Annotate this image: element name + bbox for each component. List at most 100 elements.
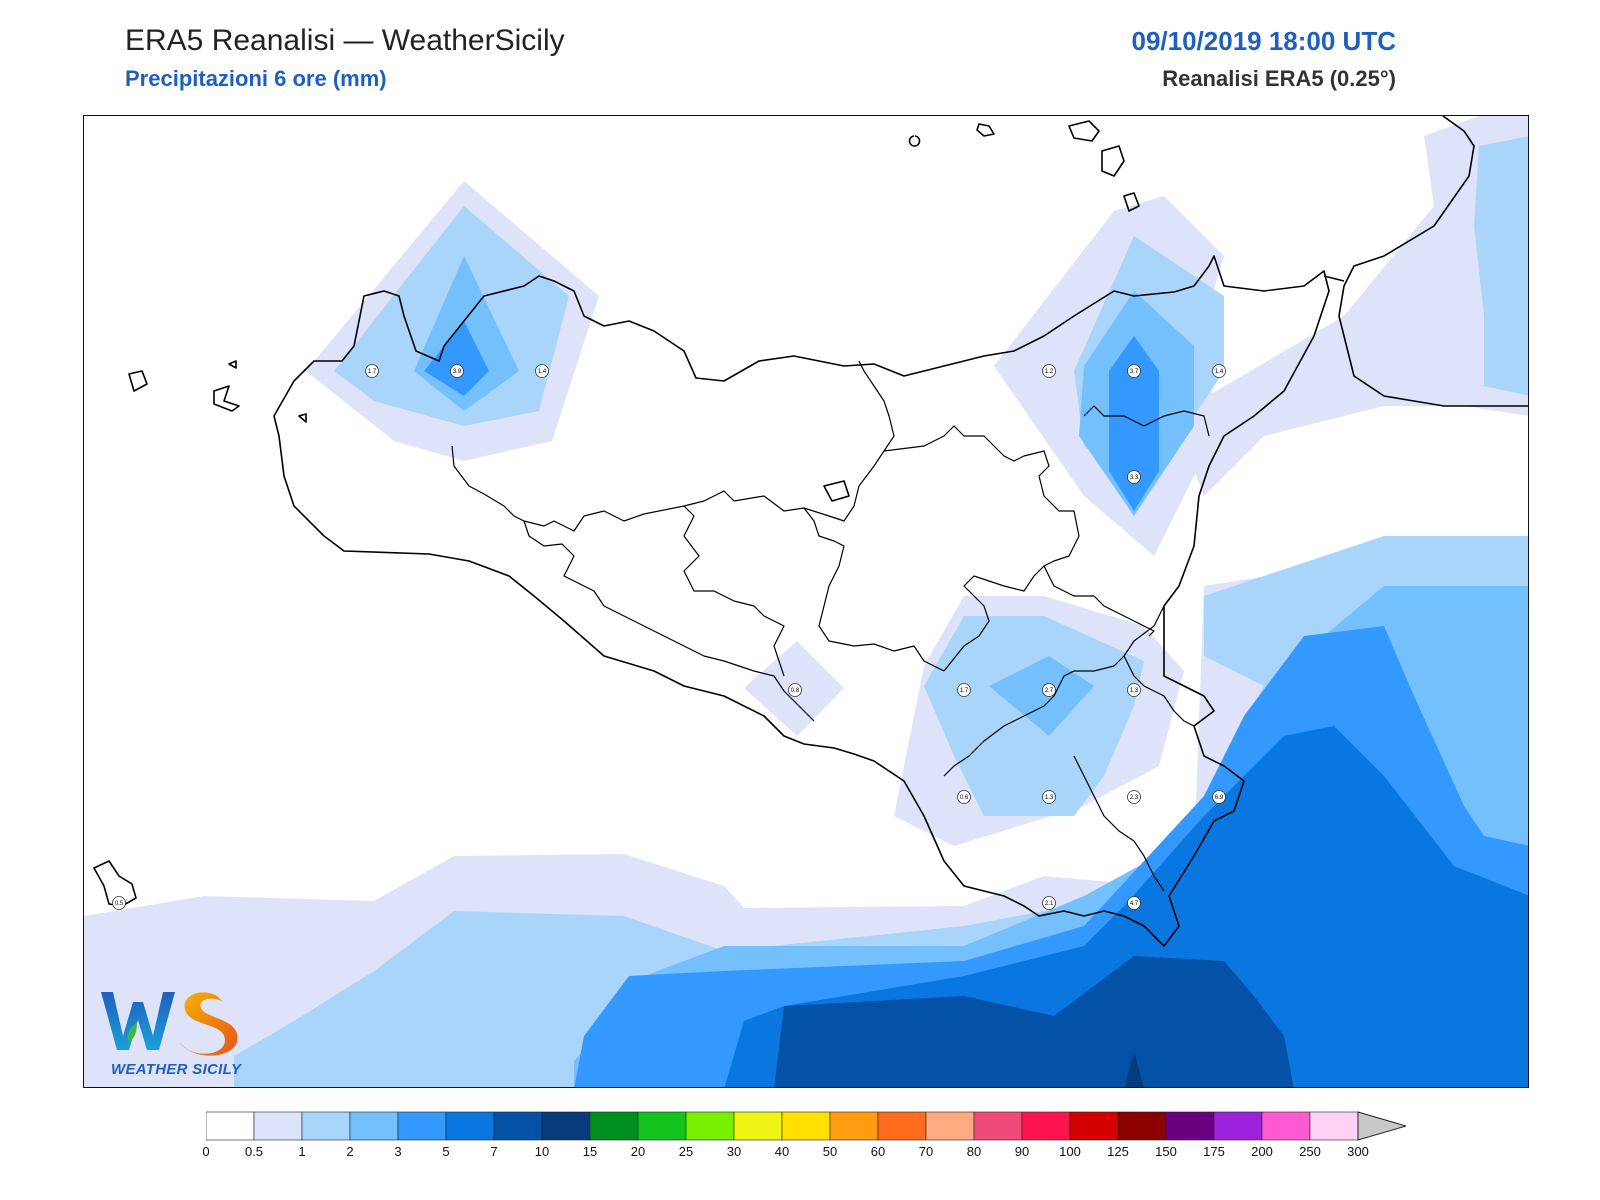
precip-7-10-south bbox=[774, 956, 1294, 1087]
colorbar-tick-label: 30 bbox=[726, 1144, 742, 1159]
map-canvas: 1.7 3.9 1.4 1.2 3.7 1.4 3.3 0.8 1.7 2.7 … bbox=[84, 116, 1528, 1087]
station-marker: 4.7 bbox=[1127, 896, 1141, 910]
station-marker: 1.7 bbox=[957, 683, 971, 697]
colorbar-cell bbox=[829, 1111, 879, 1141]
lipari-islands bbox=[908, 120, 1140, 212]
colorbar-cell bbox=[206, 1111, 255, 1141]
station-marker: 6.9 bbox=[1212, 790, 1226, 804]
precip-1-2-northeast bbox=[1474, 136, 1528, 396]
colorbar-tick-label: 25 bbox=[678, 1144, 694, 1159]
map-title: ERA5 Reanalisi — WeatherSicily bbox=[125, 24, 565, 57]
valid-datetime: 09/10/2019 18:00 UTC bbox=[1131, 26, 1396, 56]
colorbar-tick-label: 250 bbox=[1299, 1144, 1321, 1159]
colorbar-tick-label: 20 bbox=[630, 1144, 646, 1159]
colorbar-cell bbox=[397, 1111, 447, 1141]
colorbar-cell bbox=[493, 1111, 543, 1141]
station-markers: 1.7 3.9 1.4 1.2 3.7 1.4 3.3 0.8 1.7 2.7 … bbox=[112, 364, 1226, 910]
station-value: 1.4 bbox=[538, 369, 547, 375]
colorbar-cell bbox=[877, 1111, 927, 1141]
colorbar-cell bbox=[637, 1111, 687, 1141]
colorbar-extend-arrow bbox=[1357, 1111, 1406, 1141]
egadi-islands bbox=[128, 360, 240, 412]
calabria-inner bbox=[1323, 275, 1345, 282]
colorbar-cell bbox=[253, 1111, 303, 1141]
station-value: 3.3 bbox=[1130, 475, 1139, 481]
station-value: 3.9 bbox=[453, 369, 462, 375]
colorbar-tick-label: 2 bbox=[346, 1144, 354, 1159]
station-value: 1.4 bbox=[1215, 369, 1224, 375]
colorbar-cell bbox=[733, 1111, 783, 1141]
precip-5-7-south bbox=[724, 726, 1528, 1087]
station-value: 6.9 bbox=[1215, 795, 1224, 801]
colorbar-tick-label: 50 bbox=[822, 1144, 838, 1159]
calabria-coastline bbox=[1338, 116, 1528, 407]
colorbar-tick-label: 300 bbox=[1347, 1144, 1369, 1159]
station-marker: 1.3 bbox=[1127, 683, 1141, 697]
sicily-coastline bbox=[273, 255, 1330, 947]
colorbar-tick-label: 125 bbox=[1107, 1144, 1129, 1159]
station-value: 1.3 bbox=[1130, 688, 1139, 694]
station-marker: 2.3 bbox=[1127, 790, 1141, 804]
colorbar-tick-label: 15 bbox=[582, 1144, 598, 1159]
weather-sicily-logo bbox=[101, 992, 238, 1056]
station-marker: 3.9 bbox=[450, 364, 464, 378]
colorbar-tick-label: 200 bbox=[1251, 1144, 1273, 1159]
colorbar-cell bbox=[781, 1111, 831, 1141]
station-value: 1.7 bbox=[368, 369, 377, 375]
map-subtitle: Precipitazioni 6 ore (mm) bbox=[125, 66, 387, 91]
colorbar-tick-label: 175 bbox=[1203, 1144, 1225, 1159]
station-marker: 3.7 bbox=[1127, 364, 1141, 378]
colorbar bbox=[206, 1111, 1406, 1141]
colorbar-cell bbox=[1213, 1111, 1263, 1141]
colorbar-cell bbox=[349, 1111, 399, 1141]
precip-3-5-west bbox=[424, 321, 489, 396]
precip-fields bbox=[84, 116, 1528, 1087]
station-value: 0.8 bbox=[791, 688, 800, 694]
pantelleria-island bbox=[93, 860, 137, 907]
colorbar-tick-label: 1 bbox=[298, 1144, 306, 1159]
station-value: 4.7 bbox=[1130, 901, 1139, 907]
coastlines bbox=[93, 116, 1528, 947]
station-marker: 2.1 bbox=[1042, 896, 1056, 910]
station-marker: 1.2 bbox=[1042, 364, 1056, 378]
colorbar-tick-label: 3 bbox=[394, 1144, 402, 1159]
station-marker: 1.7 bbox=[365, 364, 379, 378]
precip-2-3-southeast bbox=[989, 656, 1094, 736]
station-marker: 0.5 bbox=[112, 896, 126, 910]
station-marker: 2.7 bbox=[1042, 683, 1056, 697]
colorbar-tick-label: 90 bbox=[1014, 1144, 1030, 1159]
ustica-island bbox=[298, 413, 307, 423]
logo-text: WEATHER SICILY bbox=[111, 1061, 242, 1078]
station-marker: 1.4 bbox=[1212, 364, 1226, 378]
colorbar-cell bbox=[1021, 1111, 1071, 1141]
station-value: 0.5 bbox=[115, 901, 124, 907]
colorbar-cell bbox=[1261, 1111, 1311, 1141]
colorbar-cell bbox=[445, 1111, 495, 1141]
colorbar-cell bbox=[925, 1111, 975, 1141]
colorbar-cell bbox=[589, 1111, 639, 1141]
colorbar-cell bbox=[1069, 1111, 1119, 1141]
station-marker: 0.6 bbox=[957, 790, 971, 804]
station-value: 3.7 bbox=[1130, 369, 1139, 375]
station-marker: 1.3 bbox=[1042, 790, 1056, 804]
colorbar-tick-label: 100 bbox=[1059, 1144, 1081, 1159]
precipitation-map: 1.7 3.9 1.4 1.2 3.7 1.4 3.3 0.8 1.7 2.7 … bbox=[83, 115, 1529, 1088]
province-boundaries bbox=[451, 360, 1210, 892]
colorbar-cell bbox=[973, 1111, 1023, 1141]
station-value: 2.7 bbox=[1045, 688, 1054, 694]
station-value: 1.2 bbox=[1045, 369, 1054, 375]
station-value: 2.1 bbox=[1045, 901, 1054, 907]
station-value: 0.6 bbox=[960, 795, 969, 801]
lake bbox=[823, 480, 850, 502]
colorbar-tick-label: 60 bbox=[870, 1144, 886, 1159]
colorbar-tick-label: 150 bbox=[1155, 1144, 1177, 1159]
station-marker: 0.8 bbox=[788, 683, 802, 697]
station-value: 1.3 bbox=[1045, 795, 1054, 801]
colorbar-tick-label: 40 bbox=[774, 1144, 790, 1159]
colorbar-cell bbox=[685, 1111, 735, 1141]
colorbar-tick-label: 5 bbox=[442, 1144, 450, 1159]
data-source: Reanalisi ERA5 (0.25°) bbox=[1162, 66, 1396, 91]
colorbar-tick-label: 0 bbox=[202, 1144, 210, 1159]
colorbar-tick-label: 0.5 bbox=[244, 1144, 264, 1159]
station-value: 1.7 bbox=[960, 688, 969, 694]
